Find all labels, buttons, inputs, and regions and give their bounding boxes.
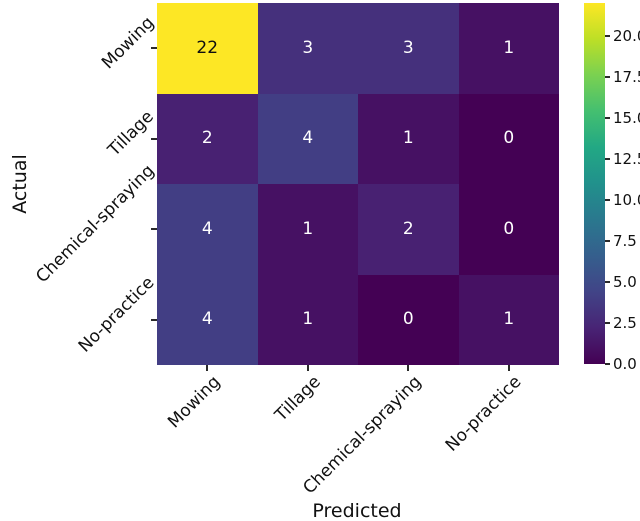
heatmap-cell: 22 <box>157 3 258 94</box>
colorbar-tick-label: 2.5 <box>613 313 637 332</box>
colorbar-tick <box>605 198 610 201</box>
heatmap-cell: 3 <box>257 3 358 94</box>
x-axis-tick <box>507 365 510 371</box>
heatmap-cell: 1 <box>458 274 559 365</box>
x-axis-label: Predicted <box>312 500 402 521</box>
y-axis-label: Actual <box>9 154 31 214</box>
y-axis-tick <box>151 137 157 140</box>
heatmap-cell: 0 <box>458 184 559 275</box>
colorbar-tick <box>605 363 610 365</box>
colorbar-tick-label: 20.0 <box>613 26 640 45</box>
colorbar-tick <box>605 75 610 78</box>
heatmap-cell: 4 <box>157 274 258 365</box>
heatmap-cell: 3 <box>358 3 459 94</box>
heatmap-cell: 0 <box>458 93 559 184</box>
x-axis-tick <box>407 365 410 371</box>
heatmap-cell: 4 <box>157 184 258 275</box>
colorbar-tick-label: 15.0 <box>613 108 640 127</box>
x-tick-label: No-practice <box>442 372 526 456</box>
colorbar <box>584 3 605 364</box>
heatmap-grid: 22 3 3 1 2 4 1 0 4 1 2 0 4 1 0 1 <box>157 3 559 365</box>
x-tick-label: Mowing <box>164 372 225 433</box>
colorbar-tick-label: 12.5 <box>613 149 640 168</box>
y-axis-tick <box>151 228 157 231</box>
y-axis-tick <box>151 318 157 321</box>
x-tick-label: Tillage <box>271 372 325 426</box>
heatmap-cell: 2 <box>157 93 258 184</box>
heatmap-cell: 0 <box>358 274 459 365</box>
heatmap-cell: 1 <box>257 274 358 365</box>
heatmap-cell: 2 <box>358 184 459 275</box>
y-tick-label: Mowing <box>97 13 159 74</box>
colorbar-tick <box>605 34 610 37</box>
heatmap-cell: 1 <box>458 3 559 94</box>
colorbar-tick-label: 5.0 <box>613 272 637 291</box>
colorbar-tick-label: 7.5 <box>613 231 637 250</box>
y-tick-label: No-practice <box>74 272 159 357</box>
colorbar-tick-label: 0.0 <box>613 355 637 373</box>
heatmap-cell: 4 <box>257 93 358 184</box>
colorbar-tick <box>605 116 610 119</box>
colorbar-tick <box>605 321 610 324</box>
colorbar-tick-label: 17.5 <box>613 67 640 86</box>
colorbar-tick <box>605 280 610 283</box>
colorbar-tick <box>605 239 610 242</box>
heatmap-cell: 1 <box>358 93 459 184</box>
y-axis-tick <box>151 47 157 50</box>
colorbar-tick <box>605 157 610 160</box>
heatmap-cell: 1 <box>257 184 358 275</box>
y-tick-label: Chemical-spraying <box>31 161 159 288</box>
x-axis-tick <box>306 365 309 371</box>
colorbar-tick-label: 10.0 <box>613 190 640 209</box>
x-axis-tick <box>206 365 209 371</box>
y-tick-label: Tillage <box>104 106 159 161</box>
